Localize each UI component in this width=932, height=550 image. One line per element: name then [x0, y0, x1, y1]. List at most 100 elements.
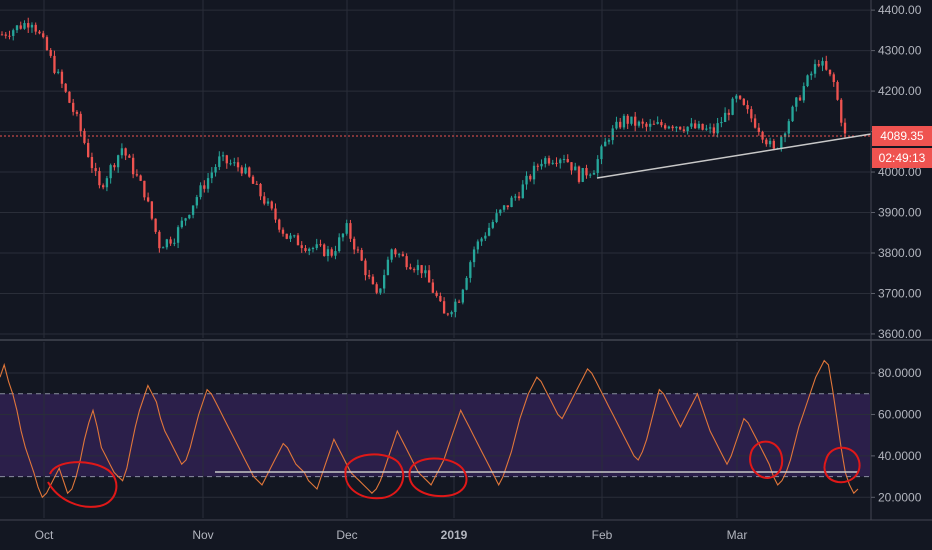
candle-body	[798, 97, 802, 101]
candle-body	[843, 122, 847, 134]
candle-body	[791, 106, 794, 122]
candle-body	[180, 220, 184, 228]
candle-body	[712, 127, 716, 134]
candle-body	[735, 95, 738, 99]
candle-body	[442, 301, 446, 314]
price-pane[interactable]	[0, 0, 872, 338]
candle-body	[619, 121, 622, 128]
candle-body	[412, 269, 416, 271]
rsi-axis-label: 40.0000	[878, 449, 922, 463]
candle-body	[615, 121, 618, 129]
candle-body	[146, 197, 150, 202]
candle-body	[746, 104, 749, 110]
price-axis[interactable]: 4400.004300.004200.004100.004000.003900.…	[871, 3, 922, 341]
candle-body	[566, 159, 569, 163]
candle-body	[68, 91, 71, 103]
candle-body	[124, 148, 127, 156]
candle-body	[686, 126, 689, 132]
candle-body	[191, 205, 195, 215]
candle-body	[840, 99, 843, 123]
candle-body	[188, 214, 191, 219]
price-candles	[0, 17, 847, 318]
candle-body	[547, 158, 551, 164]
candle-body	[570, 162, 573, 171]
candle-body	[439, 295, 442, 302]
candle-body	[225, 155, 228, 164]
candle-body	[420, 265, 423, 274]
candle-body	[795, 97, 798, 107]
countdown-tag: 02:49:13	[872, 148, 932, 168]
candle-body	[356, 249, 360, 251]
candle-body	[761, 131, 764, 140]
candle-body	[79, 113, 82, 131]
candle-body	[210, 172, 213, 179]
candle-body	[806, 75, 809, 87]
candle-body	[120, 148, 124, 156]
candle-body	[517, 196, 521, 199]
candle-body	[311, 248, 315, 250]
candle-body	[274, 208, 277, 220]
candle-body	[4, 34, 7, 36]
candle-body	[330, 249, 333, 256]
candle-body	[622, 115, 626, 128]
candle-body	[705, 128, 708, 130]
candle-body	[334, 251, 337, 256]
price-grid	[0, 0, 870, 338]
candle-body	[663, 125, 667, 129]
candle-body	[592, 172, 596, 175]
candle-body	[169, 239, 172, 244]
candle-body	[832, 74, 835, 83]
candle-body	[607, 140, 611, 142]
candle-body	[424, 270, 427, 274]
price-axis-label: 4400.00	[878, 3, 922, 17]
candle-body	[371, 276, 375, 285]
time-axis[interactable]: Oct Nov Dec 2019 Feb Mar	[35, 528, 748, 542]
candle-body	[214, 166, 217, 173]
candle-body	[45, 37, 49, 51]
candle-body	[555, 162, 558, 164]
candle-body	[281, 229, 285, 234]
candle-body	[708, 127, 712, 129]
candle-body	[611, 128, 614, 141]
candle-body	[574, 166, 577, 171]
candle-body	[34, 24, 37, 32]
candle-body	[38, 31, 41, 34]
candle-body	[690, 123, 693, 127]
candle-body	[386, 259, 390, 276]
rsi-pane[interactable]	[0, 342, 870, 518]
candle-body	[836, 82, 839, 100]
candle-body	[12, 30, 15, 36]
candle-body	[649, 123, 652, 127]
candle-body	[510, 197, 513, 208]
candle-body	[60, 71, 64, 84]
candle-body	[810, 73, 813, 76]
candle-body	[42, 33, 45, 38]
candle-body	[514, 196, 517, 198]
candle-body	[562, 159, 566, 161]
rsi-axis[interactable]: 80.0000 60.0000 40.0000 20.0000	[871, 366, 922, 504]
time-axis-label: Nov	[192, 528, 213, 542]
candle-body	[266, 201, 270, 204]
candle-body	[675, 126, 678, 129]
candle-body	[15, 25, 19, 31]
candle-body	[323, 244, 326, 256]
candle-body	[480, 238, 483, 242]
candle-body	[349, 223, 352, 239]
candle-body	[116, 155, 120, 168]
price-axis-label: 4000.00	[878, 165, 922, 179]
candle-body	[495, 213, 498, 223]
candle-body	[390, 249, 393, 260]
candle-body	[536, 165, 539, 167]
candle-body	[379, 288, 382, 293]
candle-body	[667, 126, 671, 129]
candle-body	[161, 247, 165, 249]
candle-body	[139, 175, 142, 181]
candle-body	[221, 155, 225, 157]
candle-body	[783, 133, 787, 137]
candle-body	[540, 163, 543, 167]
candle-body	[817, 64, 820, 66]
candle-body	[487, 227, 491, 236]
candle-body	[465, 277, 468, 290]
annotation-circle-3	[408, 457, 468, 498]
